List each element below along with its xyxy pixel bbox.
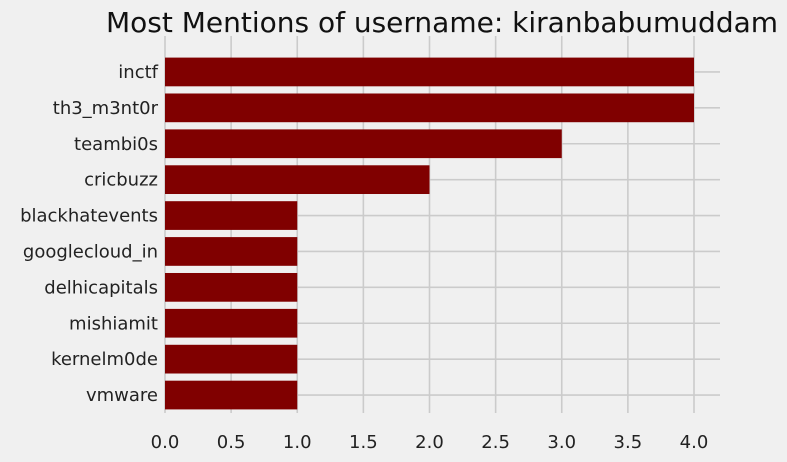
y-tick-label: mishiamit: [69, 313, 158, 334]
bar-th3_m3nt0r: [165, 93, 694, 123]
bar-googlecloud_in: [165, 237, 298, 266]
x-tick-label: 3.0: [547, 432, 576, 453]
bars: [165, 57, 694, 410]
y-tick-label: th3_m3nt0r: [53, 98, 159, 119]
y-tick-label: vmware: [86, 385, 158, 406]
bar-teambi0s: [165, 129, 562, 159]
y-tick-label: googlecloud_in: [23, 241, 158, 262]
x-tick-label: 4.0: [680, 432, 709, 453]
x-tick-label: 3.5: [614, 432, 643, 453]
y-tick-label: inctf: [118, 62, 158, 83]
bar-kernelm0de: [165, 344, 298, 374]
y-tick-label: kernelm0de: [51, 349, 158, 370]
x-tick-label: 2.5: [481, 432, 510, 453]
y-tick-label: cricbuzz: [84, 170, 158, 191]
bar-delhicapitals: [165, 272, 298, 302]
x-tick-label: 1.5: [349, 432, 378, 453]
x-axis-tick-labels: 0.0 0.5 1.0 1.5 2.0 2.5 3.0 3.5 4.0: [151, 432, 709, 453]
y-tick-label: teambi0s: [74, 134, 158, 155]
bar-cricbuzz: [165, 165, 430, 195]
x-tick-label: 1.0: [283, 432, 312, 453]
bar-inctf: [165, 57, 694, 87]
chart-title: Most Mentions of username: kiranbabumudd…: [106, 6, 778, 39]
y-tick-label: delhicapitals: [44, 277, 158, 298]
x-tick-label: 0.5: [217, 432, 246, 453]
y-tick-label: blackhatevents: [20, 206, 158, 227]
bar-mishiamit: [165, 308, 298, 338]
y-axis-tick-labels: inctf th3_m3nt0r teambi0s cricbuzz blackhate…: [20, 62, 159, 406]
x-tick-label: 2.0: [415, 432, 444, 453]
x-tick-label: 0.0: [151, 432, 180, 453]
bar-blackhatevents: [165, 201, 298, 230]
bar-vmware: [165, 380, 298, 410]
